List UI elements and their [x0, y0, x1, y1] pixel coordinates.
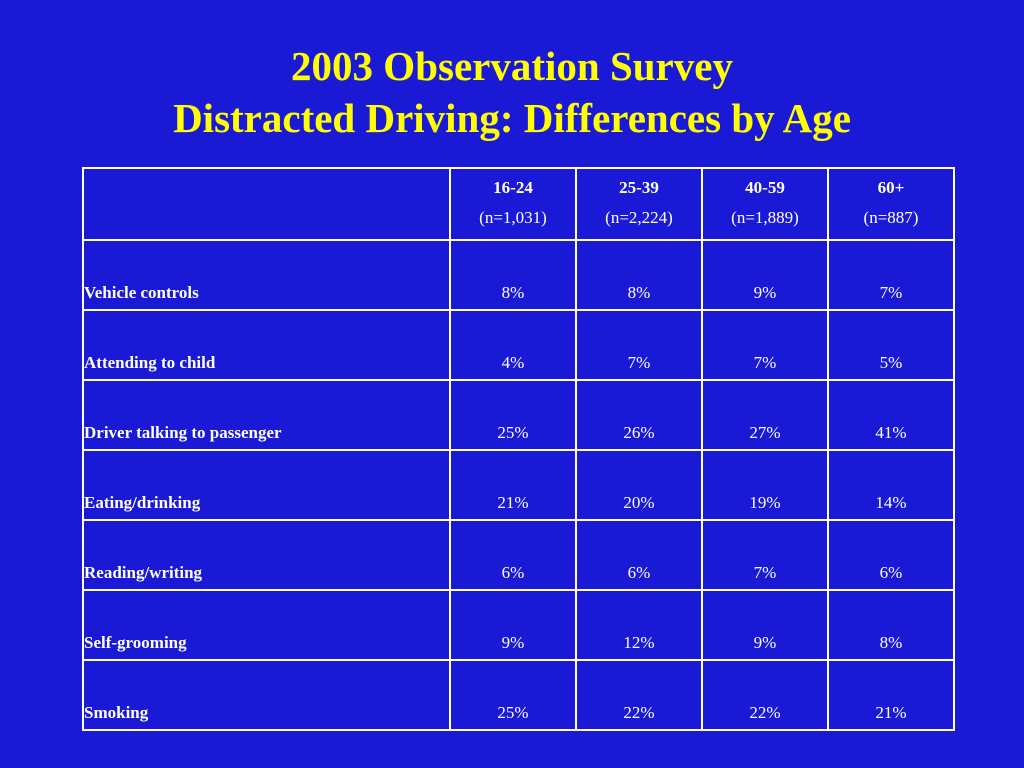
table-cell: 22%	[701, 659, 829, 731]
row-label: Driver talking to passenger	[82, 379, 451, 451]
table-cell: 9%	[701, 239, 829, 311]
column-header-range: 40-59	[745, 178, 785, 197]
table-cell: 9%	[701, 589, 829, 661]
title-line-2: Distracted Driving: Differences by Age	[173, 95, 851, 141]
table-cell: 19%	[701, 449, 829, 521]
table-cell: 7%	[701, 519, 829, 591]
table-cell: 12%	[575, 589, 703, 661]
table-row: Reading/writing 6% 6% 7% 6%	[82, 519, 955, 591]
column-header-n: (n=2,224)	[605, 208, 673, 227]
table-cell: 8%	[575, 239, 703, 311]
column-header: 25-39 (n=2,224)	[575, 167, 703, 241]
table-row: Self-grooming 9% 12% 9% 8%	[82, 589, 955, 661]
table-cell: 22%	[575, 659, 703, 731]
table-cell: 26%	[575, 379, 703, 451]
column-header: 40-59 (n=1,889)	[701, 167, 829, 241]
table-header-row: 16-24 (n=1,031) 25-39 (n=2,224) 40-59 (n…	[82, 167, 955, 241]
table-row: Driver talking to passenger 25% 26% 27% …	[82, 379, 955, 451]
column-header-n: (n=1,889)	[731, 208, 799, 227]
column-header-range: 25-39	[619, 178, 659, 197]
table-row: Eating/drinking 21% 20% 19% 14%	[82, 449, 955, 521]
table-cell: 7%	[575, 309, 703, 381]
table-row: Vehicle controls 8% 8% 9% 7%	[82, 239, 955, 311]
row-label: Vehicle controls	[82, 239, 451, 311]
title-line-1: 2003 Observation Survey	[291, 43, 733, 89]
row-label: Smoking	[82, 659, 451, 731]
column-header: 60+ (n=887)	[827, 167, 955, 241]
row-label: Reading/writing	[82, 519, 451, 591]
table-cell: 41%	[827, 379, 955, 451]
table-row: Attending to child 4% 7% 7% 5%	[82, 309, 955, 381]
table-cell: 14%	[827, 449, 955, 521]
table-cell: 7%	[701, 309, 829, 381]
distraction-by-age-table: 16-24 (n=1,031) 25-39 (n=2,224) 40-59 (n…	[82, 167, 955, 731]
table-cell: 20%	[575, 449, 703, 521]
table-cell: 6%	[449, 519, 577, 591]
header-corner-cell	[82, 167, 451, 241]
column-header-n: (n=887)	[863, 208, 919, 227]
table-cell: 6%	[827, 519, 955, 591]
column-header-range: 16-24	[493, 178, 533, 197]
table-cell: 25%	[449, 659, 577, 731]
table-cell: 8%	[827, 589, 955, 661]
row-label: Attending to child	[82, 309, 451, 381]
table-cell: 8%	[449, 239, 577, 311]
table-cell: 7%	[827, 239, 955, 311]
column-header: 16-24 (n=1,031)	[449, 167, 577, 241]
table-cell: 21%	[449, 449, 577, 521]
table-cell: 6%	[575, 519, 703, 591]
row-label: Eating/drinking	[82, 449, 451, 521]
column-header-n: (n=1,031)	[479, 208, 547, 227]
table-row: Smoking 25% 22% 22% 21%	[82, 659, 955, 731]
table-cell: 27%	[701, 379, 829, 451]
table-cell: 9%	[449, 589, 577, 661]
column-header-range: 60+	[877, 178, 905, 197]
table-cell: 25%	[449, 379, 577, 451]
slide-title: 2003 Observation Survey Distracted Drivi…	[0, 40, 1024, 144]
table-cell: 21%	[827, 659, 955, 731]
table-cell: 4%	[449, 309, 577, 381]
table-cell: 5%	[827, 309, 955, 381]
row-label: Self-grooming	[82, 589, 451, 661]
